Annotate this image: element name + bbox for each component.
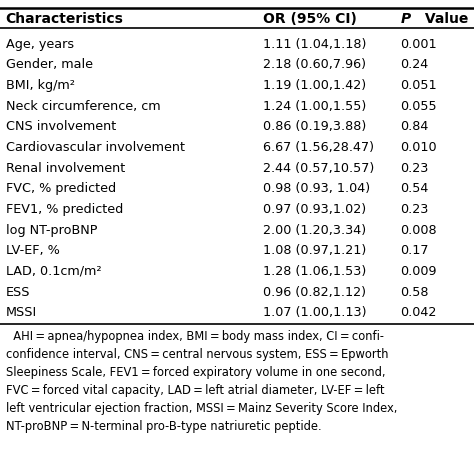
Text: 0.17: 0.17 [401,244,429,257]
Text: Renal involvement: Renal involvement [6,162,125,175]
Text: LV-EF, %: LV-EF, % [6,244,60,257]
Text: LAD, 0.1cm/m²: LAD, 0.1cm/m² [6,265,101,278]
Text: FEV1, % predicted: FEV1, % predicted [6,203,123,216]
Text: 0.009: 0.009 [401,265,437,278]
Text: Gender, male: Gender, male [6,58,93,71]
Text: Value: Value [420,12,469,26]
Text: 1.28 (1.06,1.53): 1.28 (1.06,1.53) [263,265,366,278]
Text: 2.18 (0.60,7.96): 2.18 (0.60,7.96) [263,58,366,71]
Text: 0.001: 0.001 [401,38,437,51]
Text: 0.86 (0.19,3.88): 0.86 (0.19,3.88) [263,120,366,133]
Text: 0.055: 0.055 [401,99,437,113]
Text: 1.07 (1.00,1.13): 1.07 (1.00,1.13) [263,306,366,319]
Text: 0.54: 0.54 [401,182,429,195]
Text: 1.11 (1.04,1.18): 1.11 (1.04,1.18) [263,38,366,51]
Text: 6.67 (1.56,28.47): 6.67 (1.56,28.47) [263,141,374,154]
Text: 0.97 (0.93,1.02): 0.97 (0.93,1.02) [263,203,366,216]
Text: Characteristics: Characteristics [6,12,124,26]
Text: 2.00 (1.20,3.34): 2.00 (1.20,3.34) [263,223,366,237]
Text: 2.44 (0.57,10.57): 2.44 (0.57,10.57) [263,162,374,175]
Text: 0.84: 0.84 [401,120,429,133]
Text: 0.58: 0.58 [401,286,429,299]
Text: 0.96 (0.82,1.12): 0.96 (0.82,1.12) [263,286,366,299]
Text: 0.24: 0.24 [401,58,429,71]
Text: left ventricular ejection fraction, MSSI = Mainz Severity Score Index,: left ventricular ejection fraction, MSSI… [6,402,397,415]
Text: OR (95% CI): OR (95% CI) [263,12,357,26]
Text: Neck circumference, cm: Neck circumference, cm [6,99,160,113]
Text: MSSI: MSSI [6,306,37,319]
Text: P: P [401,12,410,26]
Text: Sleepiness Scale, FEV1 = forced expiratory volume in one second,: Sleepiness Scale, FEV1 = forced expirato… [6,366,385,379]
Text: NT-proBNP = N-terminal pro-B-type natriuretic peptide.: NT-proBNP = N-terminal pro-B-type natriu… [6,420,321,433]
Text: CNS involvement: CNS involvement [6,120,116,133]
Text: 0.23: 0.23 [401,203,429,216]
Text: log NT-proBNP: log NT-proBNP [6,223,97,237]
Text: Cardiovascular involvement: Cardiovascular involvement [6,141,185,154]
Text: 1.08 (0.97,1.21): 1.08 (0.97,1.21) [263,244,366,257]
Text: 0.051: 0.051 [401,79,437,92]
Text: 0.008: 0.008 [401,223,437,237]
Text: FVC = forced vital capacity, LAD = left atrial diameter, LV-EF = left: FVC = forced vital capacity, LAD = left … [6,384,384,397]
Text: Age, years: Age, years [6,38,74,51]
Text: confidence interval, CNS = central nervous system, ESS = Epworth: confidence interval, CNS = central nervo… [6,348,388,360]
Text: 1.24 (1.00,1.55): 1.24 (1.00,1.55) [263,99,366,113]
Text: 0.23: 0.23 [401,162,429,175]
Text: 1.19 (1.00,1.42): 1.19 (1.00,1.42) [263,79,366,92]
Text: 0.98 (0.93, 1.04): 0.98 (0.93, 1.04) [263,182,370,195]
Text: 0.042: 0.042 [401,306,437,319]
Text: ESS: ESS [6,286,30,299]
Text: 0.010: 0.010 [401,141,437,154]
Text: AHI = apnea/hypopnea index, BMI = body mass index, CI = confi-: AHI = apnea/hypopnea index, BMI = body m… [6,330,383,342]
Text: FVC, % predicted: FVC, % predicted [6,182,116,195]
Text: BMI, kg/m²: BMI, kg/m² [6,79,75,92]
